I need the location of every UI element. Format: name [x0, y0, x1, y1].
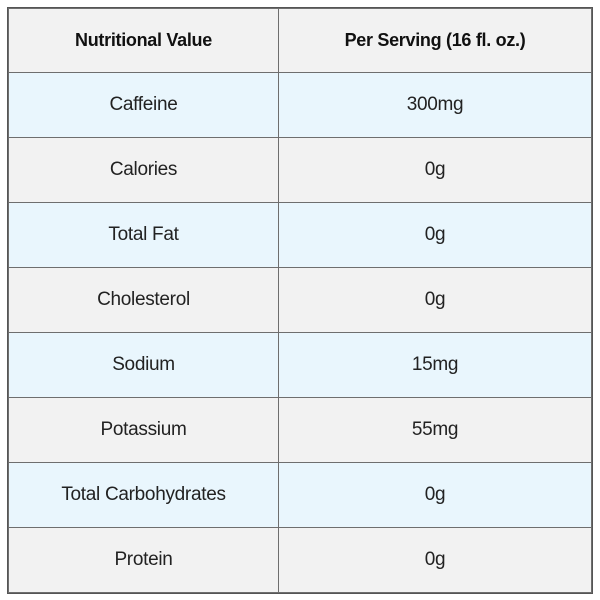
- nutrient-name: Potassium: [8, 397, 279, 463]
- nutrient-value: 55mg: [278, 397, 592, 463]
- nutrient-name: Total Carbohydrates: [8, 462, 279, 528]
- nutrient-name: Protein: [8, 527, 279, 593]
- table-row: Calories 0g: [8, 137, 592, 203]
- table-row: Caffeine 300mg: [8, 72, 592, 138]
- table-row: Protein 0g: [8, 527, 592, 593]
- nutrient-value: 300mg: [278, 72, 592, 138]
- nutrient-value: 0g: [278, 267, 592, 333]
- table-header-row: Nutritional Value Per Serving (16 fl. oz…: [8, 8, 592, 73]
- table-row: Total Fat 0g: [8, 202, 592, 268]
- nutrition-table-container: Nutritional Value Per Serving (16 fl. oz…: [7, 7, 593, 594]
- nutrient-value: 0g: [278, 202, 592, 268]
- nutrient-name: Cholesterol: [8, 267, 279, 333]
- nutrient-value: 15mg: [278, 332, 592, 398]
- table-row: Total Carbohydrates 0g: [8, 462, 592, 528]
- nutrient-name: Sodium: [8, 332, 279, 398]
- nutrient-name: Total Fat: [8, 202, 279, 268]
- nutrient-value: 0g: [278, 462, 592, 528]
- table-row: Sodium 15mg: [8, 332, 592, 398]
- nutrient-name: Calories: [8, 137, 279, 203]
- nutrition-table: Nutritional Value Per Serving (16 fl. oz…: [8, 8, 592, 593]
- nutrient-value: 0g: [278, 527, 592, 593]
- nutrient-value: 0g: [278, 137, 592, 203]
- table-row: Cholesterol 0g: [8, 267, 592, 333]
- nutrient-name: Caffeine: [8, 72, 279, 138]
- column-header-nutritional-value: Nutritional Value: [8, 8, 279, 73]
- column-header-per-serving: Per Serving (16 fl. oz.): [278, 8, 592, 73]
- table-row: Potassium 55mg: [8, 397, 592, 463]
